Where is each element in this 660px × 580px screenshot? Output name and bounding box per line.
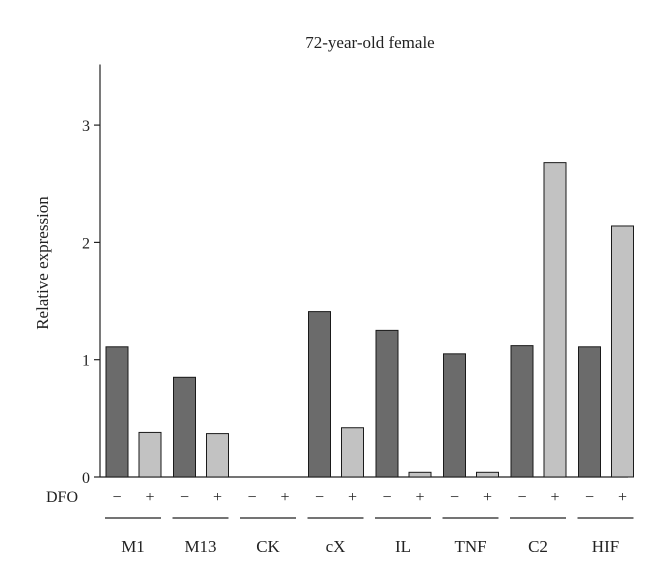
group-label: IL — [395, 537, 411, 556]
condition-label: + — [483, 489, 492, 506]
condition-label: + — [348, 489, 357, 506]
bars — [105, 162, 634, 478]
group-label: TNF — [454, 537, 486, 556]
group-label: C2 — [528, 537, 548, 556]
condition-label: + — [618, 489, 627, 506]
bar — [341, 427, 364, 478]
group-label: M1 — [121, 537, 145, 556]
bar — [476, 471, 499, 478]
y-tick-label: 2 — [82, 235, 90, 252]
group-label: CK — [256, 537, 280, 556]
condition-label: + — [415, 489, 424, 506]
y-tick-label: 3 — [82, 118, 90, 135]
bar — [206, 433, 229, 478]
chart-title: 72-year-old female — [305, 33, 434, 52]
y-tick-label: 1 — [82, 353, 90, 370]
condition-label: − — [315, 489, 324, 506]
condition-label: + — [213, 489, 222, 506]
condition-label: + — [145, 489, 154, 506]
treatment-label: DFO — [46, 489, 78, 506]
condition-label: − — [247, 489, 256, 506]
condition-label: − — [450, 489, 459, 506]
bar — [543, 162, 567, 478]
bar — [611, 225, 634, 478]
group-label: M13 — [184, 537, 216, 556]
group-label: HIF — [592, 537, 619, 556]
bar — [408, 471, 432, 478]
condition-label: − — [180, 489, 189, 506]
y-axis-label: Relative expression — [33, 196, 52, 330]
bar — [578, 346, 601, 478]
bar — [308, 311, 331, 478]
bar — [375, 329, 399, 478]
condition-label: − — [112, 489, 121, 506]
y-tick-label: 0 — [82, 470, 90, 487]
condition-label: − — [517, 489, 526, 506]
condition-label: + — [280, 489, 289, 506]
bar — [173, 376, 196, 478]
bar — [105, 346, 129, 478]
condition-label: − — [382, 489, 391, 506]
x-axis-labels: − + M1 − + M13 − + CK − + cX − + IL − + TNF − + C2 − + HIF — [105, 489, 634, 556]
bar — [138, 431, 162, 478]
group-label: cX — [326, 537, 346, 556]
condition-label: + — [550, 489, 559, 506]
condition-label: − — [585, 489, 594, 506]
bar — [443, 353, 466, 478]
bar — [510, 345, 534, 478]
